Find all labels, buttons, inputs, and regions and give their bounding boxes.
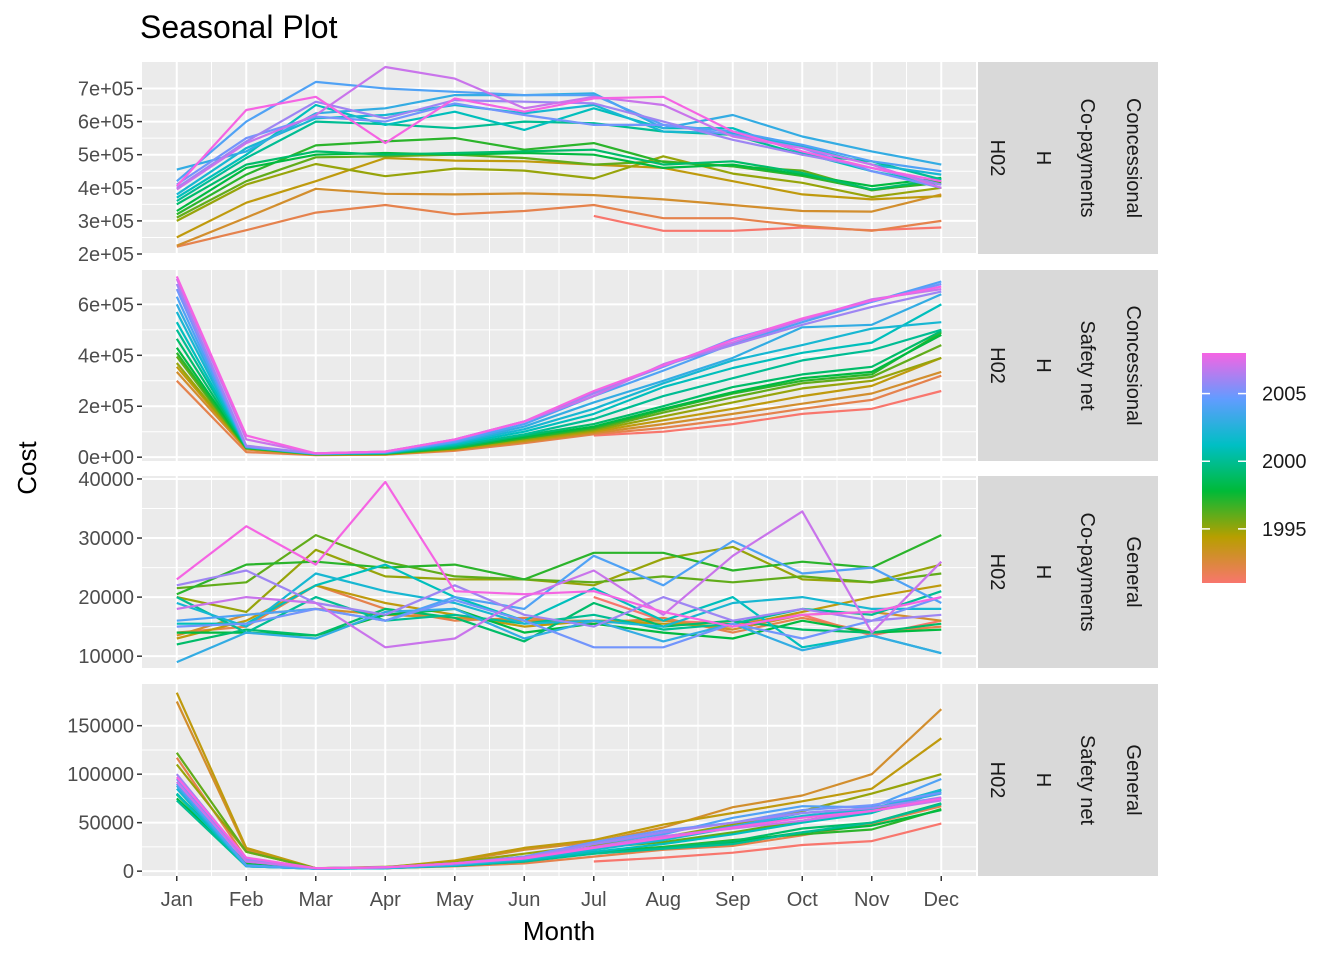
series-line-1997 [176, 137, 942, 216]
series-line-2008 [175, 95, 942, 187]
x-tick-label: Apr [370, 889, 401, 911]
strip-label: H [1032, 358, 1054, 372]
facet-strip [978, 62, 1158, 254]
y-tick-label: 6e+05 [78, 112, 134, 134]
series-line-1999 [176, 148, 942, 206]
y-tick-label: 5e+05 [78, 145, 134, 167]
series-line-2008 [176, 480, 942, 628]
series-group [175, 692, 943, 870]
y-tick-label: 150000 [67, 716, 134, 738]
y-tick-label: 0e+00 [78, 447, 134, 469]
series-line-1997 [176, 534, 942, 596]
strip-label: H02 [986, 762, 1008, 799]
series-line-2002 [176, 103, 942, 196]
x-tick-label: Dec [923, 889, 959, 911]
legend-tick-label: 1995 [1262, 519, 1307, 541]
series-line-2002 [176, 572, 942, 628]
y-tick-label: 20000 [78, 587, 134, 609]
series-line-2005 [176, 596, 942, 649]
strip-label: Concessional [1122, 98, 1144, 218]
series-line-2007 [176, 510, 943, 649]
facet-panel: 0 50000 100000 150000 General Safety net H H02 [67, 684, 1158, 883]
series-line-1994 [176, 156, 942, 239]
strip-label: H02 [986, 554, 1008, 591]
strip-label: Co-payments [1076, 513, 1098, 632]
strip-label: H02 [986, 140, 1008, 177]
strip-label: Co-payments [1076, 99, 1098, 218]
series-line-1995 [176, 155, 942, 222]
facet-strip [978, 476, 1158, 668]
y-tick-label: 10000 [78, 646, 134, 668]
x-axis: Jan Feb Mar Apr May Jun Jul Aug Sep Oct Nov Dec [161, 876, 959, 911]
facet-panel: 0e+00 2e+05 4e+05 6e+05 Concessional Safety n… [78, 270, 1158, 469]
x-tick-label: Sep [715, 889, 751, 911]
facet-panels: 2e+05 3e+05 4e+05 5e+05 6e+05 7e+05 Concession… [67, 62, 1158, 883]
strip-label: General [1122, 744, 1144, 815]
strip-label: Safety net [1076, 320, 1098, 411]
facet-strip [978, 270, 1158, 461]
y-tick-label: 100000 [67, 764, 134, 786]
x-tick-label: May [436, 889, 474, 911]
y-tick-label: 3e+05 [78, 211, 134, 233]
strip-label: H [1032, 773, 1054, 787]
legend-tick-label: 2000 [1262, 451, 1307, 473]
y-tick-label: 40000 [78, 469, 134, 491]
series-line-1991 [593, 389, 942, 437]
x-axis-label: Month [523, 916, 595, 946]
x-tick-label: Feb [229, 889, 263, 911]
x-tick-label: Jun [508, 889, 540, 911]
facet-panel: 2e+05 3e+05 4e+05 5e+05 6e+05 7e+05 Concession… [78, 62, 1158, 266]
series-line-1992 [176, 203, 942, 248]
x-tick-label: Jan [161, 889, 193, 911]
series-line-2004 [176, 80, 942, 183]
facet-panel: 10000 20000 30000 40000 General Co-payments H H… [78, 469, 1158, 668]
y-tick-label: 50000 [78, 813, 134, 835]
y-tick-label: 0 [123, 861, 134, 883]
series-line-1996 [176, 153, 942, 219]
y-tick-label: 4e+05 [78, 178, 134, 200]
series-line-2004 [176, 539, 942, 622]
legend-colorbar [1202, 353, 1246, 583]
series-line-2007 [176, 65, 942, 191]
strip-label: H02 [986, 347, 1008, 384]
y-tick-label: 6e+05 [78, 294, 134, 316]
series-line-1993 [176, 187, 942, 247]
x-tick-label: Aug [645, 889, 681, 911]
y-tick-label: 2e+05 [78, 396, 134, 418]
x-tick-label: Jul [581, 889, 607, 911]
series-line-2008 [175, 776, 942, 870]
series-line-1996 [176, 534, 942, 590]
legend-tick-label: 2005 [1262, 384, 1307, 406]
series-line-2001 [176, 563, 942, 655]
chart-title: Seasonal Plot [140, 9, 338, 45]
x-tick-label: Mar [299, 889, 334, 911]
y-tick-label: 2e+05 [78, 244, 134, 266]
y-axis-label: Cost [12, 440, 42, 494]
series-group [176, 480, 943, 664]
facet-strip [978, 684, 1158, 876]
strip-label: Concessional [1122, 305, 1144, 425]
x-tick-label: Oct [787, 889, 819, 911]
series-group [175, 65, 942, 248]
strip-label: H [1032, 151, 1054, 165]
series-line-1991 [593, 822, 942, 863]
series-line-2006 [176, 569, 942, 628]
strip-label: H [1032, 565, 1054, 579]
y-tick-label: 4e+05 [78, 345, 134, 367]
strip-label: Safety net [1076, 735, 1098, 826]
strip-label: General [1122, 536, 1144, 607]
x-tick-label: Nov [854, 889, 890, 911]
series-line-2008 [175, 275, 942, 455]
color-legend: 1995 2000 2005 [1202, 353, 1307, 583]
series-group [175, 275, 942, 457]
y-tick-label: 30000 [78, 528, 134, 550]
y-tick-label: 7e+05 [78, 78, 134, 100]
series-line-2003 [176, 607, 942, 664]
